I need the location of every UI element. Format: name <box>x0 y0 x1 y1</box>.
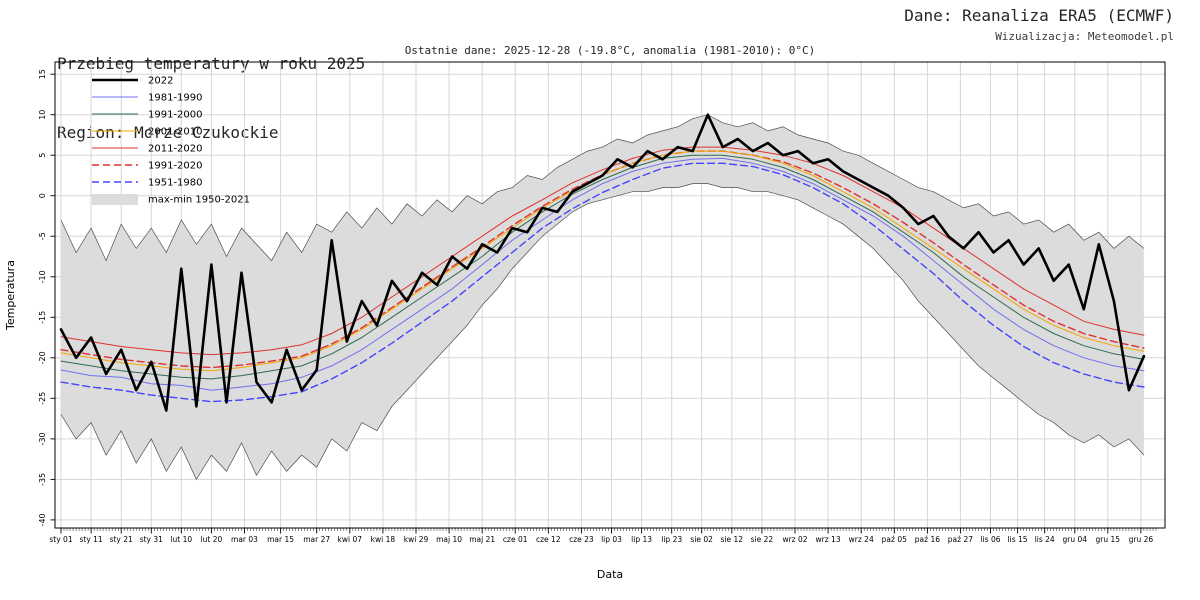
x-tick-label: lip 13 <box>631 535 652 544</box>
x-tick-label: lut 10 <box>170 535 192 544</box>
y-tick-label: -15 <box>38 311 47 324</box>
x-tick-label: sie 02 <box>690 535 713 544</box>
x-axis-title: Data <box>597 568 623 581</box>
x-tick-label: mar 03 <box>231 535 258 544</box>
legend: 2022 1981-1990 1991-2000 2001-2010 2011-2020… <box>92 76 250 206</box>
y-tick-label: 10 <box>38 110 47 120</box>
legend-label: 1981-1990 <box>148 93 203 104</box>
x-tick-label: kwi 18 <box>371 535 396 544</box>
header-left: Przebieg temperatury w roku 2025 Region:… <box>57 6 365 190</box>
y-tick-label: -40 <box>38 513 47 526</box>
data-source-label: Dane: Reanaliza ERA5 (ECMWF) <box>904 6 1174 25</box>
x-tick-label: wrz 02 <box>782 535 807 544</box>
x-tick-label: kwi 07 <box>338 535 363 544</box>
x-tick-label: mar 27 <box>303 535 330 544</box>
x-tick-label: sty 31 <box>140 535 163 544</box>
x-axis: sty 01 sty 11 sty 21 sty 31 lut 10 lut 20 mar … <box>49 528 1157 544</box>
x-tick-label: sty 21 <box>110 535 133 544</box>
y-tick-label: -20 <box>38 351 47 364</box>
region-label: Region: Morze Czukockie <box>57 123 279 142</box>
legend-label: 1991-2020 <box>148 161 203 172</box>
x-tick-label: gru 15 <box>1096 535 1121 544</box>
y-tick-label: 15 <box>38 69 47 79</box>
band-min-edge <box>60 183 1145 481</box>
visualization-credit: Wizualizacja: Meteomodel.pl <box>995 30 1174 43</box>
header-right: Dane: Reanaliza ERA5 (ECMWF) Wizualizacj… <box>904 6 1174 43</box>
x-tick-label: lis 24 <box>1035 535 1055 544</box>
legend-swatch-band <box>92 194 138 205</box>
x-tick-label: kwi 29 <box>404 535 429 544</box>
y-axis: 15 10 5 0 -5 -10 -15 -20 -25 -30 -35 -40 <box>38 69 55 526</box>
x-tick-label: cze 01 <box>503 535 528 544</box>
x-tick-label: cze 12 <box>536 535 561 544</box>
y-tick-label: 5 <box>38 153 47 158</box>
legend-label: max-min 1950-2021 <box>148 195 250 206</box>
x-tick-label: maj 10 <box>436 535 462 544</box>
y-tick-label: -10 <box>38 270 47 283</box>
series-line-1981-1990 <box>60 157 1145 391</box>
x-tick-label: gru 26 <box>1129 535 1154 544</box>
y-axis-title: Temperatura <box>4 260 17 331</box>
x-tick-label: paź 05 <box>882 535 907 544</box>
last-data-subtitle: Ostatnie dane: 2025-12-28 (-19.8°C, anom… <box>404 44 816 57</box>
x-tick-label: wrz 13 <box>816 535 841 544</box>
x-tick-label: lut 20 <box>201 535 223 544</box>
x-tick-label: lip 23 <box>661 535 682 544</box>
legend-label: 1991-2000 <box>148 110 203 121</box>
plot-frame <box>54 61 1166 529</box>
legend-label: 2001-2010 <box>148 127 203 138</box>
page-title: Przebieg temperatury w roku 2025 <box>57 54 366 73</box>
y-tick-label: -30 <box>38 432 47 445</box>
y-tick-label: -5 <box>38 232 47 240</box>
x-tick-label: wrz 24 <box>849 535 874 544</box>
x-tick-label: paź 16 <box>915 535 940 544</box>
x-tick-label: cze 23 <box>569 535 594 544</box>
x-tick-label: mar 15 <box>267 535 294 544</box>
x-tick-label: sie 12 <box>721 535 744 544</box>
legend-label: 2011-2020 <box>148 144 203 155</box>
y-tick-label: 0 <box>38 193 47 198</box>
x-tick-label: sty 01 <box>49 535 72 544</box>
series-line-2022 <box>59 113 1146 412</box>
x-tick-label: sty 11 <box>79 535 102 544</box>
series-line-1951-1980 <box>60 162 1145 403</box>
legend-label: 1951-1980 <box>148 178 203 189</box>
series-line-1991-2000 <box>60 154 1145 380</box>
y-tick-label: -25 <box>38 392 47 405</box>
x-tick-label: lip 03 <box>601 535 622 544</box>
x-tick-label: paź 27 <box>948 535 973 544</box>
band-max-edge <box>60 114 1145 262</box>
legend-label: 2022 <box>148 76 173 87</box>
y-tick-label: -35 <box>38 473 47 486</box>
max-min-band <box>61 114 1144 480</box>
x-tick-label: lis 15 <box>1008 535 1028 544</box>
x-tick-label: sie 22 <box>751 535 774 544</box>
x-tick-label: lis 06 <box>980 535 1000 544</box>
x-tick-label: maj 21 <box>469 535 495 544</box>
x-tick-label: gru 04 <box>1063 535 1088 544</box>
